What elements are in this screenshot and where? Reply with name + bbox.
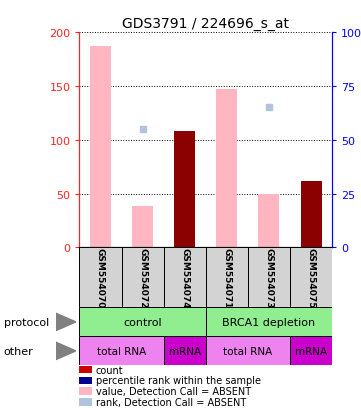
Bar bbox=[290, 248, 332, 308]
Text: BRCA1 depletion: BRCA1 depletion bbox=[222, 317, 316, 327]
Bar bbox=[216, 90, 237, 248]
Bar bbox=[79, 248, 122, 308]
Text: mRNA: mRNA bbox=[295, 346, 327, 356]
Bar bbox=[300, 181, 322, 248]
Bar bbox=[258, 194, 279, 248]
Text: other: other bbox=[4, 346, 33, 356]
Text: total RNA: total RNA bbox=[97, 346, 146, 356]
Bar bbox=[79, 308, 206, 337]
Text: GSM554071: GSM554071 bbox=[222, 247, 231, 308]
Polygon shape bbox=[56, 313, 76, 331]
Bar bbox=[79, 337, 164, 366]
Bar bbox=[206, 337, 290, 366]
Text: count: count bbox=[96, 365, 123, 375]
Bar bbox=[290, 337, 332, 366]
Text: GSM554070: GSM554070 bbox=[96, 248, 105, 308]
Text: GSM554075: GSM554075 bbox=[306, 247, 316, 308]
Text: control: control bbox=[123, 317, 162, 327]
Bar bbox=[164, 337, 206, 366]
Bar bbox=[206, 248, 248, 308]
Text: percentile rank within the sample: percentile rank within the sample bbox=[96, 375, 261, 385]
Text: GSM554073: GSM554073 bbox=[265, 247, 273, 308]
Text: GSM554074: GSM554074 bbox=[180, 247, 189, 308]
Polygon shape bbox=[56, 342, 76, 360]
Bar bbox=[248, 248, 290, 308]
Title: GDS3791 / 224696_s_at: GDS3791 / 224696_s_at bbox=[122, 17, 289, 31]
Text: mRNA: mRNA bbox=[169, 346, 201, 356]
Text: value, Detection Call = ABSENT: value, Detection Call = ABSENT bbox=[96, 386, 251, 396]
Text: protocol: protocol bbox=[4, 317, 49, 327]
Bar bbox=[90, 47, 111, 248]
Text: GSM554072: GSM554072 bbox=[138, 247, 147, 308]
Bar bbox=[174, 132, 195, 248]
Bar bbox=[164, 248, 206, 308]
Text: rank, Detection Call = ABSENT: rank, Detection Call = ABSENT bbox=[96, 397, 246, 407]
Bar bbox=[122, 248, 164, 308]
Text: total RNA: total RNA bbox=[223, 346, 273, 356]
Bar bbox=[206, 308, 332, 337]
Bar bbox=[132, 207, 153, 248]
